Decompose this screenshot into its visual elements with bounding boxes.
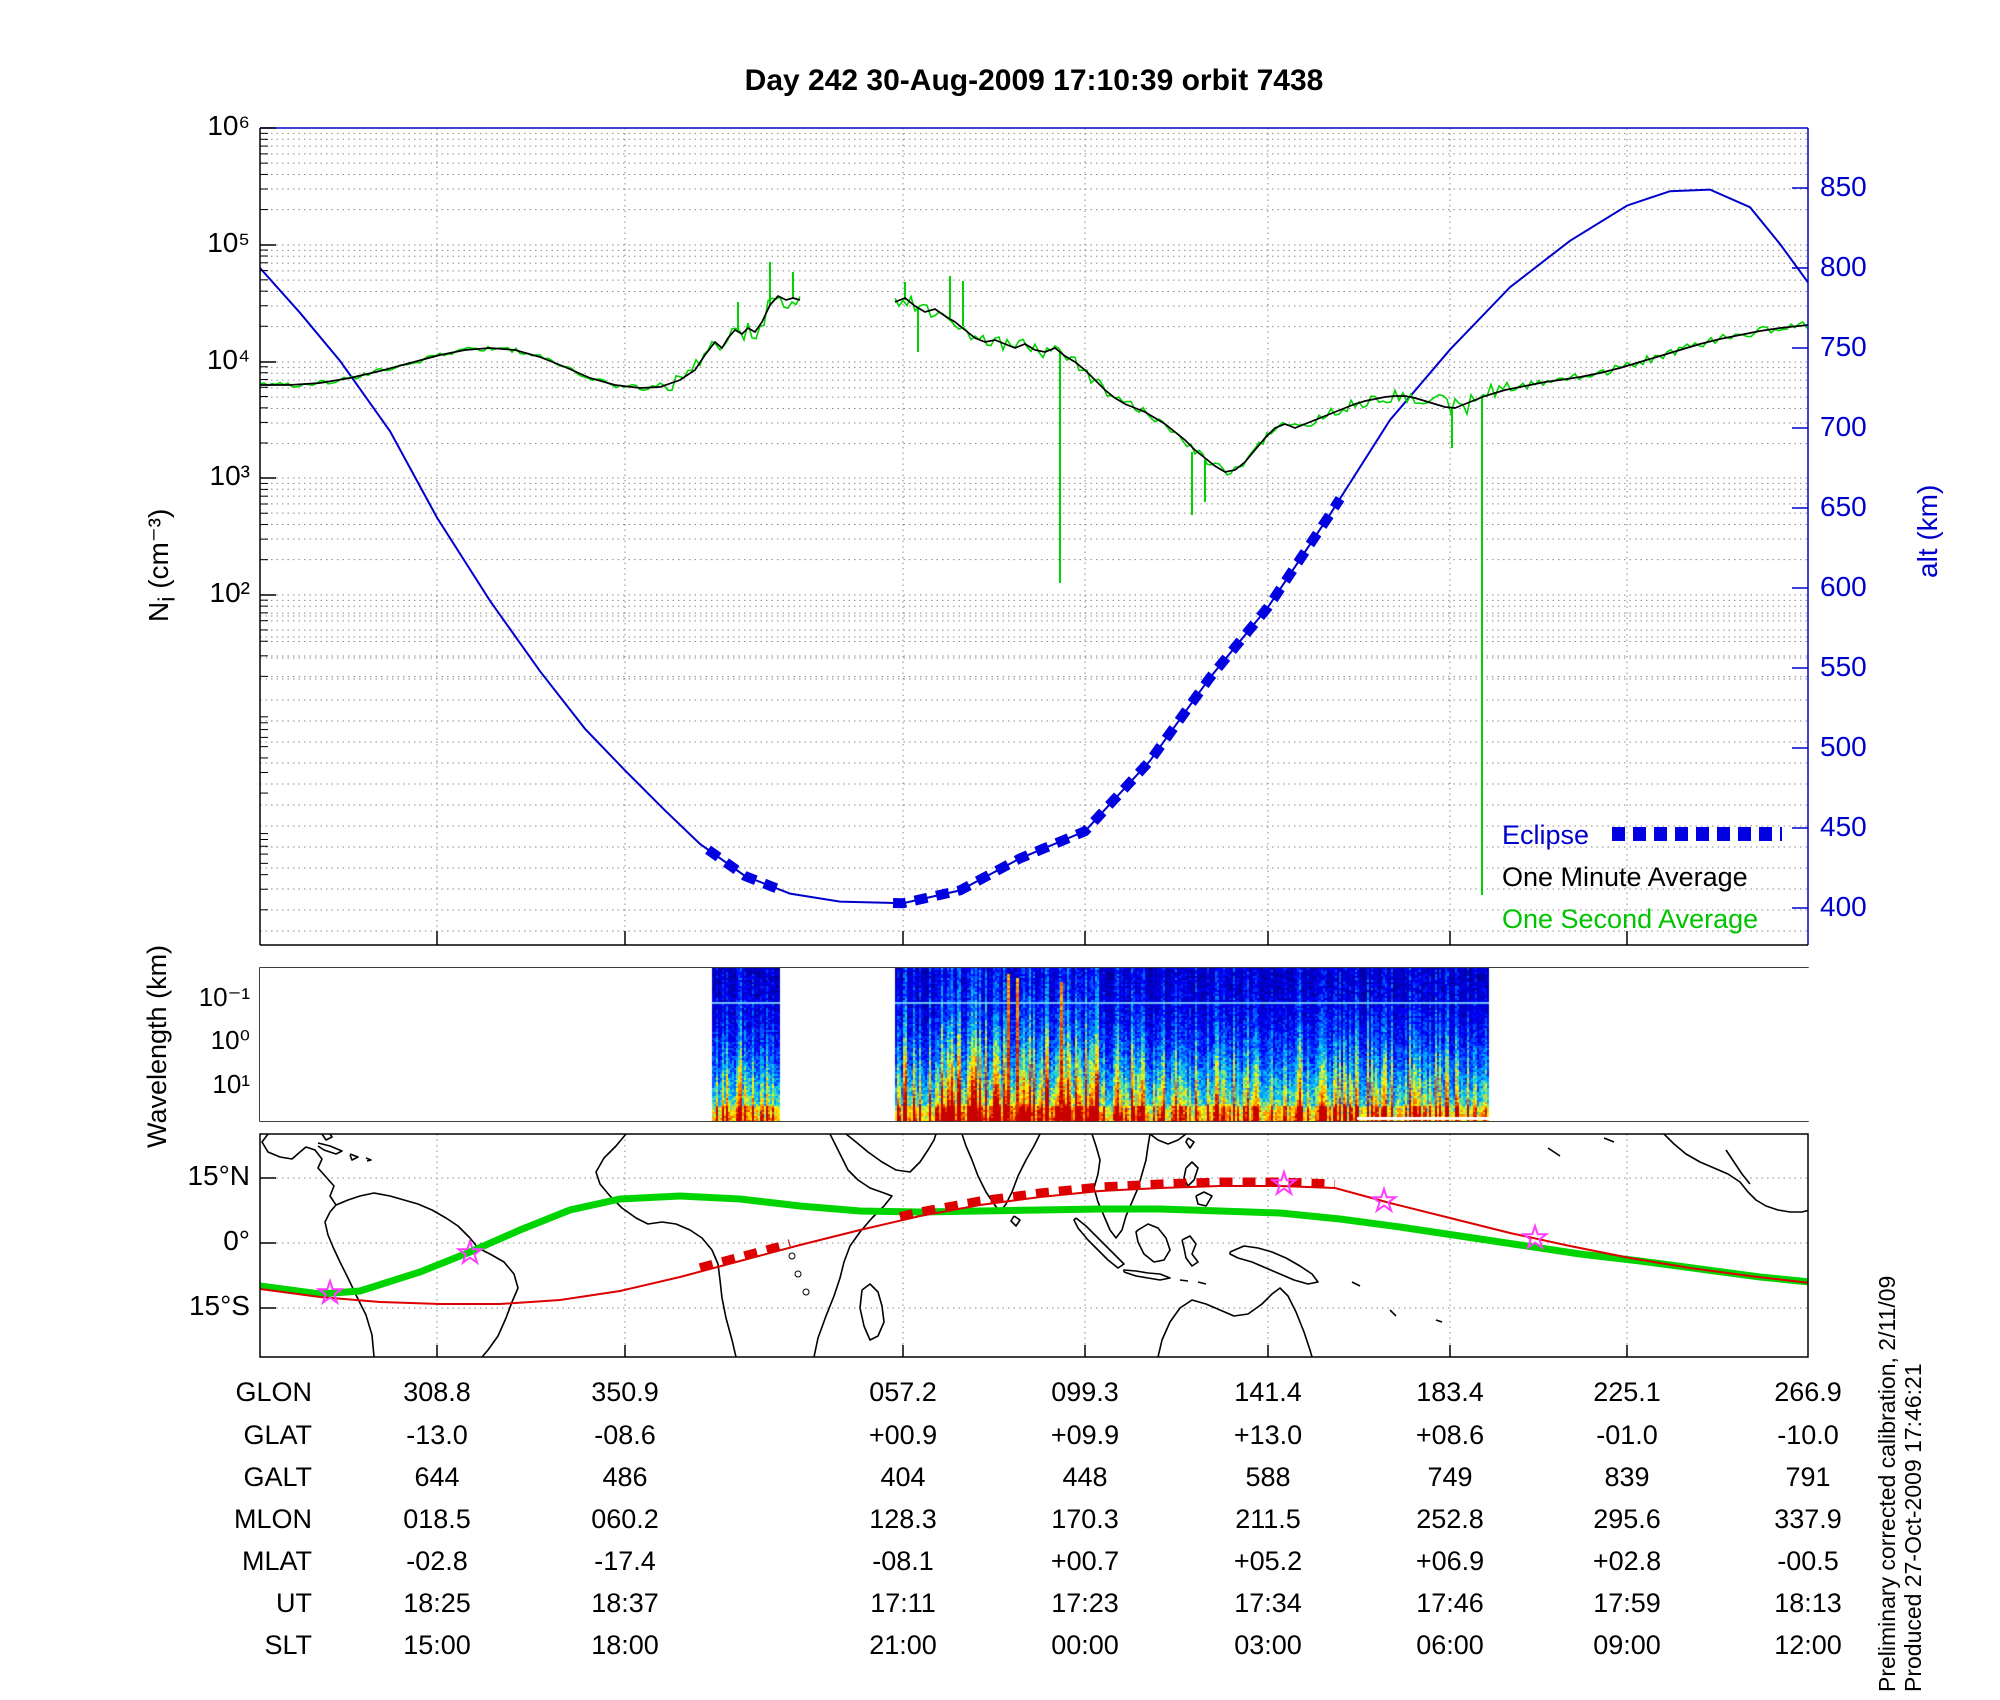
- table-cell-mlat-7: -00.5: [1777, 1546, 1839, 1576]
- altitude-tick-label: 600: [1820, 571, 1867, 602]
- wavelength-tick-label: 10¹: [212, 1069, 250, 1099]
- density-tick-label: 10³: [209, 460, 250, 491]
- table-cell-slt-1: 18:00: [591, 1630, 659, 1660]
- table-cell-ut-4: 17:34: [1234, 1588, 1302, 1618]
- table-cell-mlat-5: +06.9: [1415, 1546, 1485, 1576]
- table-cell-mlat-1: -17.4: [594, 1546, 656, 1576]
- table-cell-mlon-7: 337.9: [1774, 1504, 1842, 1534]
- table-cell-glon-7: 266.9: [1774, 1377, 1842, 1407]
- latitude-tick-label: 15°N: [187, 1160, 250, 1191]
- table-row-label-glat: GLAT: [243, 1420, 312, 1450]
- table-cell-mlat-0: -02.8: [406, 1546, 468, 1576]
- table-cell-mlon-2: 128.3: [869, 1504, 937, 1534]
- table-cell-slt-6: 09:00: [1593, 1630, 1661, 1660]
- table-cell-mlon-4: 211.5: [1235, 1504, 1301, 1534]
- density-tick-label: 10⁴: [206, 344, 250, 375]
- table-cell-mlat-4: +05.2: [1233, 1546, 1303, 1576]
- table-cell-slt-2: 21:00: [869, 1630, 937, 1660]
- wavelength-tick-label: 10⁰: [210, 1025, 250, 1055]
- table-cell-slt-4: 03:00: [1234, 1630, 1302, 1660]
- table-cell-glon-1: 350.9: [591, 1377, 659, 1407]
- table-cell-glon-5: 183.4: [1416, 1377, 1484, 1407]
- altitude-tick-label: 650: [1820, 491, 1867, 522]
- table-cell-mlon-1: 060.2: [591, 1504, 659, 1534]
- produced-annotation: Produced 27-Oct-2009 17:46:21: [1900, 1363, 1926, 1692]
- table-cell-galt-2: 404: [880, 1462, 926, 1492]
- table-cell-ut-7: 18:13: [1774, 1588, 1842, 1618]
- altitude-tick-label: 400: [1820, 891, 1867, 922]
- table-cell-galt-6: 839: [1604, 1462, 1650, 1492]
- table-row-label-slt: SLT: [264, 1630, 312, 1660]
- table-cell-glon-3: 099.3: [1051, 1377, 1119, 1407]
- table-cell-galt-7: 791: [1785, 1462, 1831, 1492]
- table-cell-glat-6: -01.0: [1596, 1420, 1658, 1450]
- table-cell-ut-5: 17:46: [1416, 1588, 1484, 1618]
- spectrogram-image: [260, 968, 1810, 1121]
- table-cell-mlon-6: 295.6: [1593, 1504, 1661, 1534]
- table-row-label-glon: GLON: [235, 1377, 312, 1407]
- legend-eclipse-swatch: [1612, 827, 1782, 841]
- table-cell-galt-3: 448: [1062, 1462, 1108, 1492]
- table-cell-slt-5: 06:00: [1416, 1630, 1484, 1660]
- table-cell-mlon-3: 170.3: [1051, 1504, 1119, 1534]
- wavelength-tick-label: 10⁻¹: [198, 982, 250, 1012]
- table-cell-ut-3: 17:23: [1051, 1588, 1119, 1618]
- density-tick-label: 10⁵: [207, 227, 250, 258]
- table-cell-glat-2: +00.9: [868, 1420, 938, 1450]
- table-cell-slt-3: 00:00: [1051, 1630, 1119, 1660]
- table-cell-glat-3: +09.9: [1050, 1420, 1120, 1450]
- table-cell-glon-6: 225.1: [1593, 1377, 1661, 1407]
- altitude-tick-label: 750: [1820, 331, 1867, 362]
- table-row-label-ut: UT: [276, 1588, 312, 1618]
- table-cell-glon-4: 141.4: [1234, 1377, 1302, 1407]
- altitude-tick-label: 800: [1820, 251, 1867, 282]
- altitude-tick-label: 700: [1820, 411, 1867, 442]
- table-cell-mlat-6: +02.8: [1592, 1546, 1662, 1576]
- latitude-tick-label: 0°: [223, 1225, 250, 1256]
- legend-minute-label: One Minute Average: [1502, 862, 1748, 892]
- table-cell-glon-0: 308.8: [403, 1377, 471, 1407]
- table-cell-ut-0: 18:25: [403, 1588, 471, 1618]
- table-row-label-mlat: MLAT: [241, 1546, 312, 1576]
- table-row-label-mlon: MLON: [233, 1504, 312, 1534]
- plot-title: Day 242 30-Aug-2009 17:10:39 orbit 7438: [744, 64, 1324, 97]
- table-cell-slt-0: 15:00: [403, 1630, 471, 1660]
- altitude-tick-label: 550: [1820, 651, 1867, 682]
- table-cell-glat-1: -08.6: [594, 1420, 656, 1450]
- table-cell-glat-4: +13.0: [1233, 1420, 1303, 1450]
- latitude-tick-label: 15°S: [188, 1290, 250, 1321]
- table-cell-galt-4: 588: [1245, 1462, 1291, 1492]
- density-tick-label: 10⁶: [207, 110, 250, 141]
- table-cell-mlat-2: -08.1: [872, 1546, 934, 1576]
- altitude-tick-label: 450: [1820, 811, 1867, 842]
- table-cell-ut-1: 18:37: [591, 1588, 659, 1618]
- table-cell-glat-7: -10.0: [1777, 1420, 1839, 1450]
- density-tick-label: 10²: [209, 577, 250, 608]
- table-cell-galt-5: 749: [1427, 1462, 1473, 1492]
- table-cell-galt-1: 486: [602, 1462, 648, 1492]
- table-cell-mlat-3: +00.7: [1050, 1546, 1120, 1576]
- table-cell-slt-7: 12:00: [1774, 1630, 1842, 1660]
- table-cell-glat-5: +08.6: [1415, 1420, 1485, 1450]
- table-cell-glon-2: 057.2: [869, 1377, 937, 1407]
- table-cell-glat-0: -13.0: [406, 1420, 468, 1450]
- table-cell-mlon-5: 252.8: [1416, 1504, 1484, 1534]
- table-cell-mlon-0: 018.5: [403, 1504, 471, 1534]
- legend-eclipse-label: Eclipse: [1502, 820, 1590, 850]
- table-cell-ut-6: 17:59: [1593, 1588, 1661, 1618]
- table-cell-galt-0: 644: [414, 1462, 460, 1492]
- legend-second-label: One Second Average: [1502, 904, 1759, 934]
- altitude-axis-label: alt (km): [1912, 484, 1943, 578]
- table-cell-ut-2: 17:11: [870, 1588, 936, 1618]
- table-row-label-galt: GALT: [243, 1462, 312, 1492]
- altitude-tick-label: 500: [1820, 731, 1867, 762]
- altitude-tick-label: 850: [1820, 171, 1867, 202]
